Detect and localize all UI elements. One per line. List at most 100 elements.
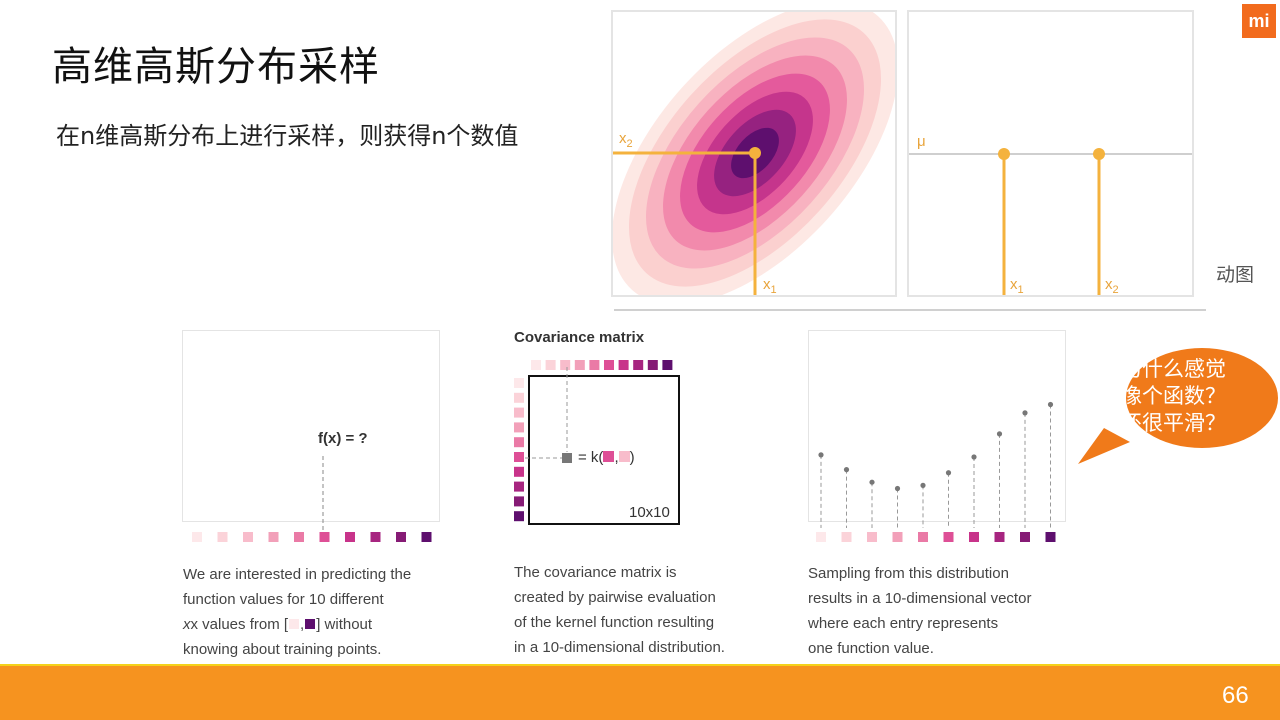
- sample-square-3: [867, 532, 877, 542]
- x-square-6: [319, 532, 330, 542]
- covariance-left-squares: [514, 378, 524, 522]
- sample-square-8: [994, 532, 1005, 542]
- cov-left-square-5: [514, 437, 524, 448]
- sample-stems: [818, 401, 1054, 528]
- card3-svg: [816, 401, 1056, 542]
- cov-top-square-6: [604, 360, 614, 370]
- card2-caption-line2: created by pairwise evaluation: [514, 589, 716, 606]
- card2-caption-line1: The covariance matrix is: [514, 564, 677, 581]
- card3-caption-line4: one function value.: [808, 640, 934, 657]
- cov-left-square-4: [514, 422, 524, 433]
- sample-point-5: [920, 482, 926, 488]
- speech-bubble: [1078, 348, 1278, 464]
- card1-svg: [192, 456, 432, 542]
- x1-axis-label: x1: [763, 276, 777, 296]
- page-number: 66: [1222, 682, 1249, 709]
- cov-cell: [562, 453, 572, 463]
- card-covariance: Covariance matrix = k(,) 10x10 The covar…: [498, 318, 762, 668]
- gaussian-contour-svg: [613, 12, 895, 295]
- slide-title: 高维高斯分布采样: [52, 44, 380, 90]
- sample-square-1: [816, 532, 826, 542]
- cov-top-square-3: [560, 360, 571, 370]
- card3-caption-line1: Sampling from this distribution: [808, 565, 1009, 582]
- sample-point-1: [818, 452, 824, 458]
- x-square-8: [370, 532, 381, 542]
- bubble-line3: 还很平滑？: [1121, 411, 1226, 435]
- cov-left-square-3: [514, 407, 524, 418]
- cov-top-square-1: [531, 360, 541, 370]
- cov-left-square-10: [514, 511, 524, 522]
- x-square-5: [294, 532, 304, 542]
- footer-bar: [0, 666, 1280, 720]
- bubble-tail: [1078, 428, 1130, 464]
- covariance-top-squares: [531, 360, 673, 370]
- x2-point: [1093, 148, 1105, 160]
- card1-caption-line1: We are interested in predicting the: [183, 566, 412, 583]
- card1-caption: We are interested in predicting the func…: [183, 562, 411, 662]
- sample-square-5: [918, 532, 928, 542]
- x-square-7: [345, 532, 355, 542]
- sample-square-7: [969, 532, 979, 542]
- card2-caption: The covariance matrix is created by pair…: [514, 560, 725, 660]
- cov-left-square-2: [514, 392, 524, 403]
- card1-caption-line3: xx values from [,] without: [183, 616, 373, 633]
- sample-point-2: [843, 467, 850, 473]
- card3-caption-line2: results in a 10-dimensional vector: [808, 590, 1032, 607]
- cov-top-square-10: [662, 360, 673, 370]
- sample-point-7: [971, 454, 977, 460]
- cov-top-square-4: [574, 360, 585, 370]
- kernel-label: = k(,): [578, 449, 635, 466]
- card3-caption-line3: where each entry represents: [808, 615, 999, 632]
- cov-left-square-9: [514, 496, 524, 507]
- fx-label: f(x) = ?: [318, 430, 368, 447]
- cov-top-square-5: [589, 360, 600, 370]
- card3-plot-frame: [808, 330, 1066, 522]
- mu-label: μ: [917, 133, 926, 150]
- logo-text: mi: [1248, 10, 1270, 31]
- sample-square-2: [841, 532, 852, 542]
- x1-point: [998, 148, 1010, 160]
- sample-point-3: [869, 479, 875, 485]
- card-sampling: Sampling from this distribution results …: [793, 318, 1083, 668]
- sample-square-10: [1045, 532, 1056, 542]
- bubble-line1: 为什么感觉: [1121, 357, 1226, 381]
- bubble-line2: 像个函数？: [1121, 384, 1226, 408]
- sample-point-6: [945, 470, 952, 476]
- caption-x-var: x: [183, 616, 191, 633]
- covariance-svg: [514, 360, 680, 525]
- card1-plot-frame: [182, 330, 440, 522]
- x-square-3: [243, 532, 253, 542]
- animated-label: 动图: [1216, 264, 1255, 286]
- card2-caption-line4: in a 10-dimensional distribution.: [514, 639, 725, 656]
- matrix-size-label: 10x10: [629, 504, 670, 521]
- sample-square-4: [892, 532, 903, 542]
- x-square-4: [268, 532, 279, 542]
- cov-top-square-2: [545, 360, 556, 370]
- sample-values-panel: μ x1 x2: [907, 10, 1194, 297]
- bubble-body: [1126, 348, 1278, 448]
- x-square-10: [421, 532, 432, 542]
- cov-top-square-7: [618, 360, 629, 370]
- covariance-matrix-box: [528, 375, 680, 525]
- x-square-1: [192, 532, 202, 542]
- cov-left-square-1: [514, 378, 524, 388]
- x2-label: x2: [1105, 276, 1119, 296]
- cov-left-square-8: [514, 481, 524, 492]
- card1-caption-line2: function values for 10 different: [183, 591, 384, 608]
- divider: [614, 309, 1206, 311]
- x-square-2: [217, 532, 228, 542]
- x1-label: x1: [1010, 276, 1024, 296]
- covariance-title: Covariance matrix: [514, 329, 645, 346]
- gaussian-contour-panel: x2 x1: [611, 10, 897, 297]
- sample-point: [749, 147, 761, 159]
- card2-caption-line3: of the kernel function resulting: [514, 614, 715, 631]
- card-predict: f(x) = ? We are interested in predicting…: [166, 318, 456, 668]
- sample-point-8: [996, 431, 1003, 437]
- mi-logo: mi: [1242, 4, 1276, 38]
- x2-axis-label: x2: [619, 130, 633, 150]
- bubble-text: 为什么感觉 像个函数？ 还很平滑？: [1121, 356, 1226, 437]
- cov-top-square-8: [633, 360, 644, 370]
- sample-point-10: [1047, 401, 1054, 408]
- sample-point-9: [1022, 410, 1028, 416]
- card3-caption: Sampling from this distribution results …: [808, 561, 1031, 661]
